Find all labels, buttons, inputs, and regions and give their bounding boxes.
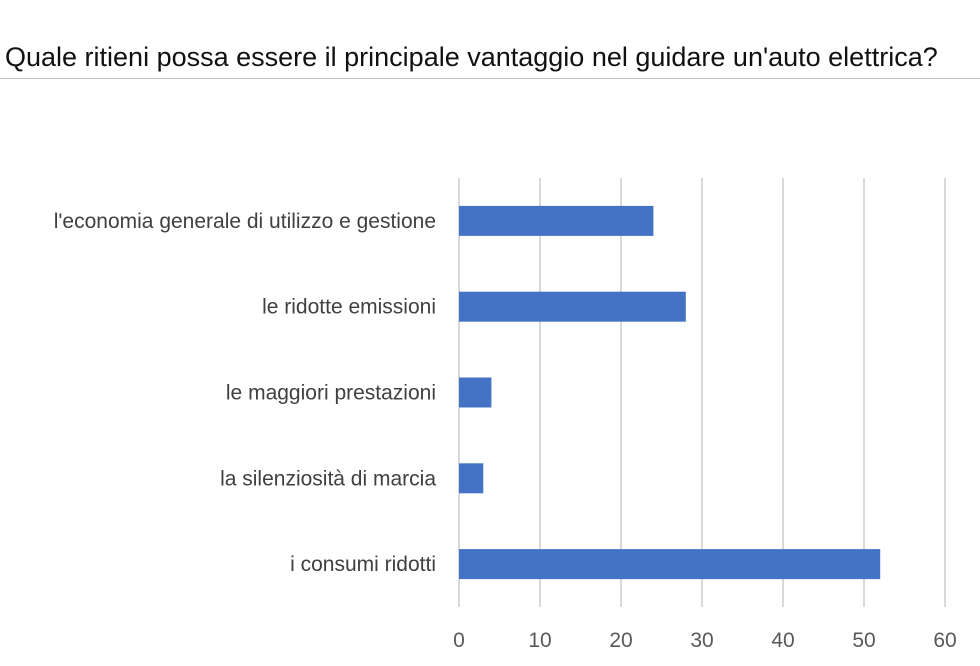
category-label: la silenziosità di marcia [220,467,436,490]
bar [459,205,654,236]
x-tick-label: 50 [852,629,875,652]
chart-title: Quale ritieni possa essere il principale… [5,42,938,72]
bar [459,377,492,408]
category-labels: l'economia generale di utilizzo e gestio… [54,210,437,576]
title-divider [0,78,980,79]
x-tick-label: 20 [609,629,632,652]
x-tick-label: 30 [690,629,713,652]
x-tick-label: 40 [771,629,794,652]
bar [459,549,881,580]
bars [459,205,881,580]
x-axis-tick-labels: 0 10 20 30 40 50 60 [453,629,957,652]
bar [459,463,484,494]
x-tick-label: 0 [453,629,465,652]
x-tick-label: 10 [528,629,551,652]
category-label: l'economia generale di utilizzo e gestio… [54,210,436,233]
gridlines [458,178,946,607]
category-label: i consumi ridotti [290,553,436,576]
bar [459,291,686,322]
x-tick-label: 60 [933,629,956,652]
category-label: le ridotte emissioni [262,296,436,319]
category-label: le maggiori prestazioni [226,382,436,405]
